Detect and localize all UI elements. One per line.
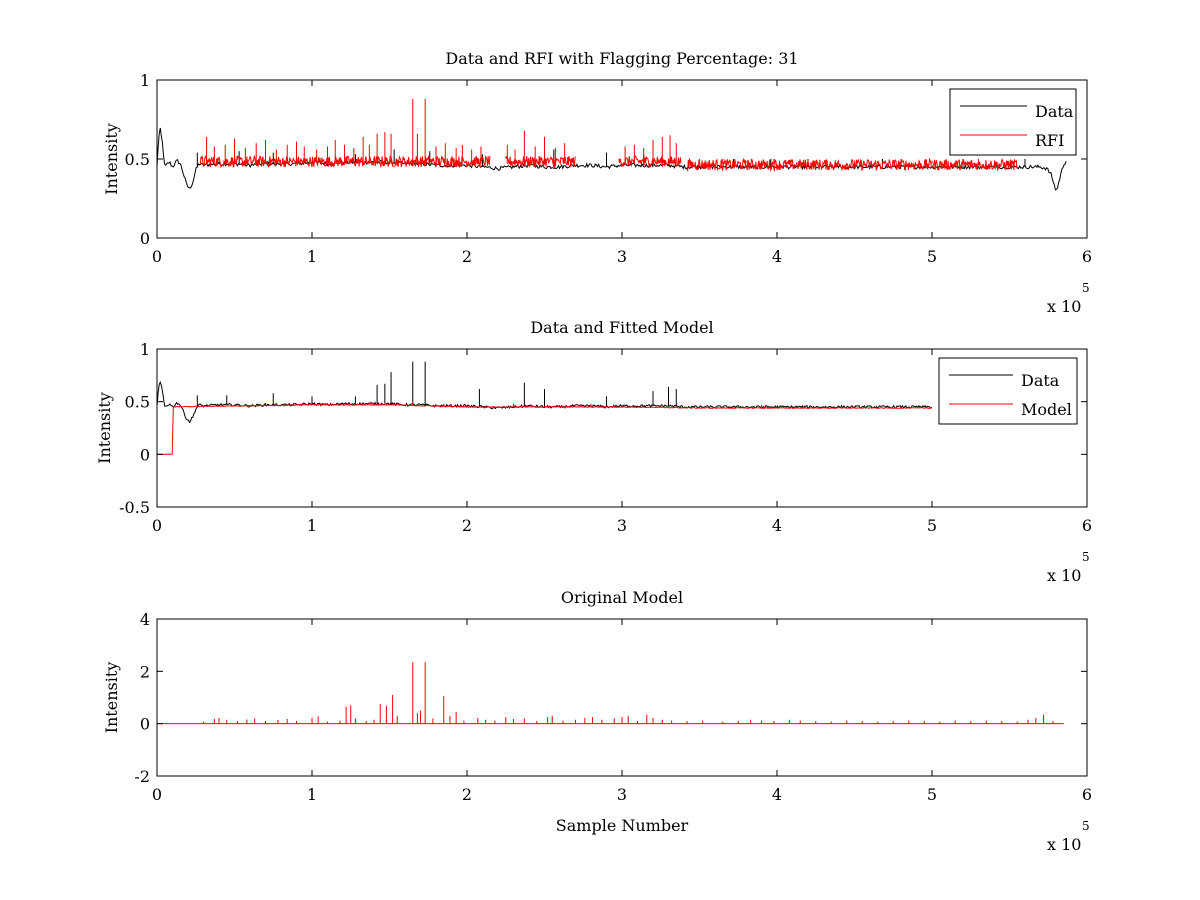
y-axis-label: Intensity — [95, 392, 114, 464]
y-tick-label: 2 — [140, 662, 150, 681]
y-tick-label: 0.5 — [125, 393, 150, 412]
series-data — [157, 361, 933, 424]
series-layer — [157, 662, 1064, 725]
y-tick-label: 0 — [140, 229, 150, 248]
legend-box — [938, 357, 1078, 425]
y-tick-label: 4 — [140, 610, 150, 629]
series-layer — [157, 361, 933, 455]
series-model-0 — [157, 662, 1064, 725]
x-multiplier-exponent: 5 — [1082, 550, 1090, 564]
x-tick-label: 5 — [927, 785, 937, 804]
x-tick-label: 3 — [617, 516, 627, 535]
axes-box — [156, 618, 1088, 777]
y-axis-label: Intensity — [102, 123, 121, 195]
legend: Data Model — [938, 357, 1078, 425]
y-axis-label: Intensity — [102, 662, 121, 734]
legend: Data RFI — [949, 88, 1077, 156]
series-line — [157, 403, 932, 455]
x-tick-label: 3 — [617, 785, 627, 804]
x-multiplier-exponent: 5 — [1082, 281, 1090, 295]
legend-label: Model — [1021, 400, 1072, 419]
x-tick-label: 4 — [772, 516, 782, 535]
x-tick-label: 6 — [1082, 785, 1092, 804]
x-ticks: 0 1 2 3 4 5 6 — [152, 349, 1092, 535]
series-model — [157, 401, 932, 455]
x-multiplier: x 10 — [1047, 566, 1081, 585]
legend-box — [949, 88, 1077, 156]
series-rfi — [199, 98, 1018, 173]
rfi-segment — [505, 155, 576, 169]
axes-box — [156, 348, 1088, 508]
rfi-segment — [451, 154, 491, 169]
x-tick-label: 0 — [152, 516, 162, 535]
y-tick-label: 1 — [140, 340, 150, 359]
y-tick-label: 0 — [140, 445, 150, 464]
x-tick-label: 2 — [462, 247, 472, 266]
y-tick-label: 0 — [140, 715, 150, 734]
y-tick-label: -0.5 — [119, 498, 150, 517]
x-ticks: 0 1 2 3 4 5 6 — [152, 80, 1092, 266]
rfi-segment — [199, 154, 452, 169]
x-tick-label: 2 — [462, 516, 472, 535]
series-line — [157, 380, 933, 424]
x-tick-label: 3 — [617, 247, 627, 266]
x-multiplier-exponent: 5 — [1082, 819, 1090, 833]
legend-label: Data — [1035, 102, 1074, 121]
x-tick-label: 4 — [772, 247, 782, 266]
chart-title: Original Model — [561, 588, 683, 607]
x-tick-label: 4 — [772, 785, 782, 804]
chart-title: Data and Fitted Model — [530, 318, 713, 337]
x-tick-label: 0 — [152, 247, 162, 266]
rfi-segment — [618, 154, 682, 168]
chart-title: Data and RFI with Flagging Percentage: 3… — [445, 49, 798, 68]
y-tick-label: 0.5 — [125, 150, 150, 169]
x-tick-label: 5 — [927, 516, 937, 535]
x-tick-label: 0 — [152, 785, 162, 804]
rfi-segment — [686, 157, 1018, 173]
x-tick-label: 6 — [1082, 247, 1092, 266]
x-tick-label: 1 — [307, 785, 317, 804]
legend-label: Data — [1021, 371, 1060, 390]
legend-label: RFI — [1035, 131, 1064, 150]
x-ticks: 0 1 2 3 4 5 6 — [152, 619, 1092, 804]
x-multiplier: x 10 — [1047, 297, 1081, 316]
x-tick-label: 1 — [307, 516, 317, 535]
series-layer — [157, 98, 1067, 191]
x-tick-label: 5 — [927, 247, 937, 266]
x-axis-label: Sample Number — [556, 816, 689, 835]
y-ticks: -0.5 0 0.5 1 — [119, 340, 1087, 517]
x-tick-label: 2 — [462, 785, 472, 804]
y-ticks: -2 0 2 4 — [134, 610, 1087, 786]
y-tick-label: -2 — [134, 767, 150, 786]
y-ticks: 00.51 — [125, 71, 1087, 248]
y-tick-label: 1 — [140, 71, 150, 90]
x-tick-label: 6 — [1082, 516, 1092, 535]
x-tick-label: 1 — [307, 247, 317, 266]
x-multiplier: x 10 — [1047, 835, 1081, 854]
